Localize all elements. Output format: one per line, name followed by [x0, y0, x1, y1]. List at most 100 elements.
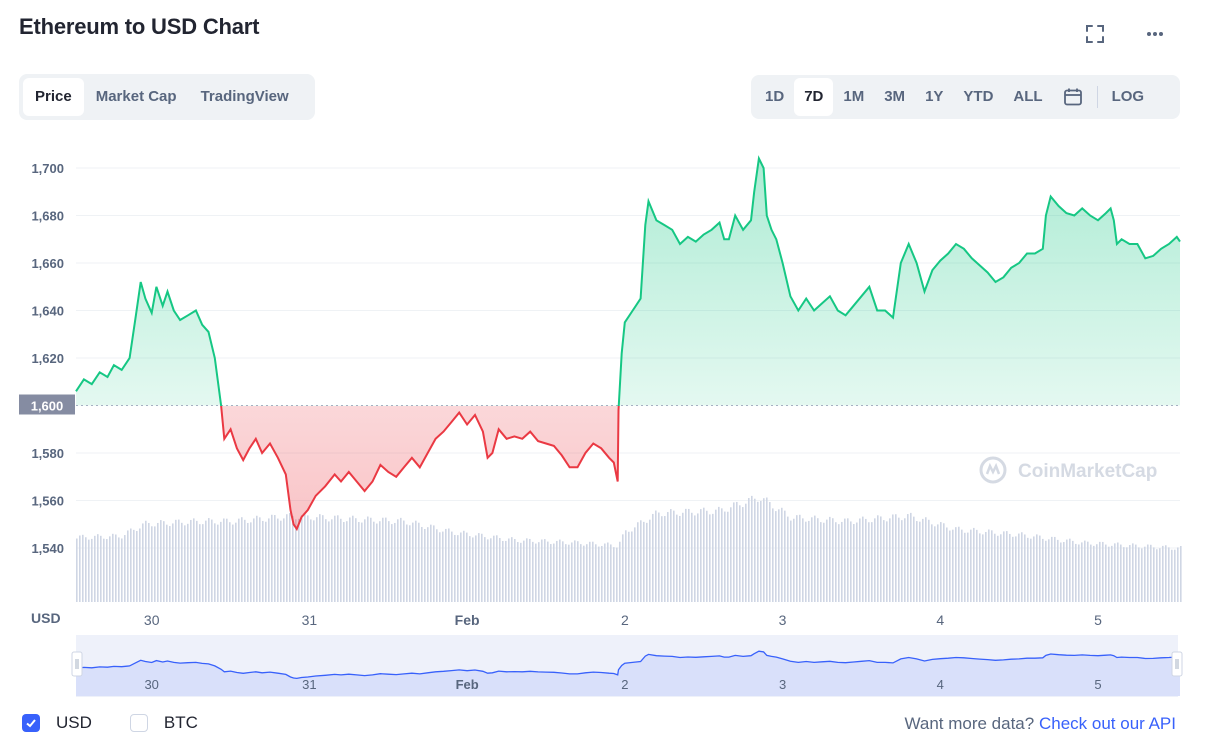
- btc-checkbox[interactable]: [129, 714, 148, 732]
- x-tick-label: 4: [936, 612, 944, 628]
- volume-bar: [118, 537, 120, 602]
- volume-bar: [349, 517, 351, 602]
- volume-bar: [1042, 538, 1044, 602]
- volume-bar: [238, 518, 240, 602]
- volume-bar: [826, 519, 828, 602]
- volume-bar: [472, 537, 474, 602]
- volume-bar: [484, 537, 486, 602]
- price-chart[interactable]: CoinMarketCap 1,5401,5601,5801,6201,6401…: [0, 130, 1205, 705]
- volume-bar: [289, 513, 291, 602]
- volume-bar: [841, 521, 843, 602]
- volume-bar: [829, 516, 831, 602]
- handle-right-box[interactable]: [1171, 651, 1183, 677]
- volume-bar: [439, 532, 441, 602]
- navigator-handle-left[interactable]: [71, 651, 83, 677]
- range-all[interactable]: ALL: [1013, 88, 1043, 105]
- volume-bar: [949, 530, 951, 602]
- volume-bar: [616, 547, 618, 602]
- volume-bar: [334, 515, 336, 602]
- volume-bar: [652, 513, 654, 602]
- more-options-button[interactable]: [1139, 20, 1171, 48]
- volume-bar: [583, 545, 585, 602]
- volume-bar: [817, 518, 819, 602]
- volume-bar: [970, 529, 972, 602]
- volume-bar: [301, 515, 303, 602]
- volume-bar: [172, 523, 174, 602]
- range-navigator[interactable]: 30 31 Feb 2 3 4 5: [71, 635, 1183, 697]
- volume-bar: [766, 497, 768, 602]
- watermark-text: CoinMarketCap: [1018, 461, 1157, 482]
- volume-bar: [517, 542, 519, 602]
- range-7d[interactable]: 7D: [794, 78, 834, 116]
- volume-bar: [76, 538, 78, 602]
- usd-checkbox[interactable]: [22, 714, 40, 732]
- volume-bar: [889, 518, 891, 602]
- navigator-handle-right[interactable]: [1171, 651, 1183, 677]
- volume-bar: [130, 528, 132, 602]
- volume-bar: [778, 509, 780, 602]
- volume-bar: [142, 523, 144, 602]
- volume-bar: [565, 544, 567, 602]
- date-picker-button[interactable]: [1053, 78, 1093, 116]
- volume-bar: [757, 501, 759, 602]
- volume-bar: [916, 521, 918, 602]
- currency-toggles: USD BTC: [22, 713, 236, 733]
- volume-bar: [901, 520, 903, 602]
- range-1d[interactable]: 1D: [765, 88, 785, 105]
- volume-bar: [430, 524, 432, 602]
- volume-bar: [646, 522, 648, 602]
- volume-bar: [1036, 534, 1038, 602]
- volume-bar: [1153, 547, 1155, 602]
- range-1y[interactable]: 1Y: [925, 88, 944, 105]
- baseline-marker: 1,600: [19, 394, 75, 415]
- volume-bar: [1090, 544, 1092, 602]
- volume-bar: [625, 530, 627, 602]
- volume-bar: [541, 539, 543, 602]
- volume-bar: [736, 501, 738, 602]
- handle-left-box[interactable]: [71, 651, 83, 677]
- volume-bar: [1093, 545, 1095, 602]
- api-link[interactable]: Check out our API: [1038, 714, 1176, 733]
- volume-bar: [505, 540, 507, 602]
- volume-bar: [781, 507, 783, 602]
- volume-bar: [1117, 542, 1119, 602]
- log-scale-toggle[interactable]: LOG: [1111, 88, 1145, 105]
- volume-bar: [940, 522, 942, 602]
- volume-bar: [283, 518, 285, 602]
- tab-price[interactable]: Price: [23, 78, 84, 116]
- volume-bar: [166, 524, 168, 602]
- tab-tradingview[interactable]: TradingView: [200, 88, 289, 105]
- volume-bar: [274, 515, 276, 602]
- volume-bar: [688, 508, 690, 602]
- volume-bar: [1141, 548, 1143, 602]
- volume-bar: [925, 517, 927, 602]
- volume-bar: [895, 514, 897, 602]
- volume-bar: [952, 529, 954, 602]
- volume-bar: [574, 540, 576, 602]
- volume-bar: [139, 528, 141, 602]
- range-ytd[interactable]: YTD: [963, 88, 994, 105]
- volume-bar: [937, 524, 939, 602]
- y-tick-label: 1,540: [31, 541, 64, 556]
- volume-bar: [469, 536, 471, 602]
- volume-bar: [691, 512, 693, 602]
- volume-bar: [814, 515, 816, 602]
- volume-bar: [973, 527, 975, 602]
- volume-bar: [904, 518, 906, 602]
- volume-bar: [436, 529, 438, 602]
- check-icon: [26, 719, 36, 728]
- range-3m[interactable]: 3M: [884, 88, 906, 105]
- volume-bar: [637, 522, 639, 602]
- range-1m[interactable]: 1M: [843, 88, 865, 105]
- tab-market-cap[interactable]: Market Cap: [95, 88, 177, 105]
- chart-view-tabs: Price Market Cap TradingView: [19, 74, 315, 120]
- volume-bar: [1132, 543, 1134, 602]
- volume-bar: [1165, 545, 1167, 602]
- volume-bar: [1114, 543, 1116, 602]
- volume-bar: [448, 528, 450, 602]
- volume-bar: [1048, 539, 1050, 602]
- volume-bar: [178, 519, 180, 602]
- fullscreen-button[interactable]: [1079, 20, 1111, 48]
- volume-bar: [922, 518, 924, 602]
- volume-bar: [463, 530, 465, 602]
